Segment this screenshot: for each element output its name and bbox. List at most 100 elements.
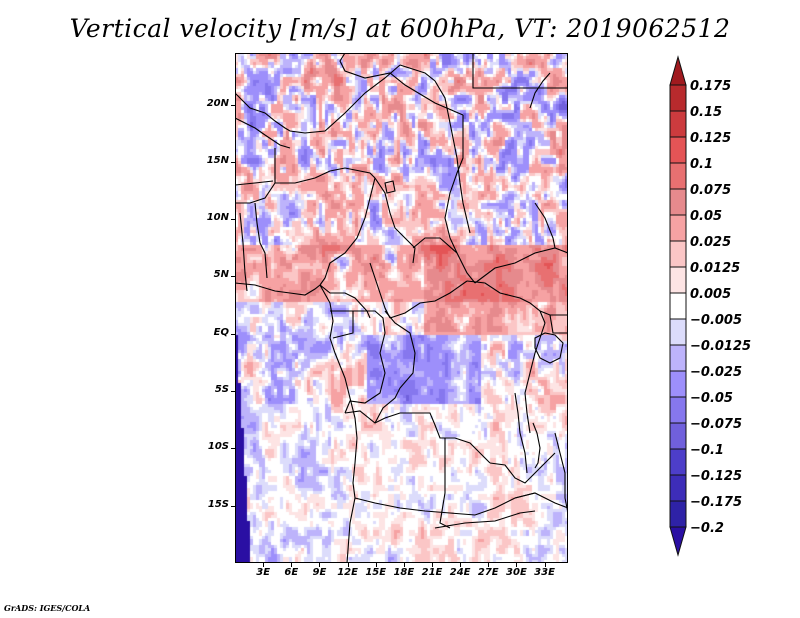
lat-tick-label: 20N [206,97,229,109]
border-cameroon-gabon [319,284,371,319]
lon-tick [291,563,293,567]
colorbar: 0.175 0.15 0.125 0.1 0.075 0.05 0.025 0.0125 0.0… [669,55,751,557]
colorbar-extend-max [669,55,687,86]
lon-tick-label: 15E [365,567,387,578]
colorbar-swatch [669,136,687,164]
lat-tick-label: 10N [206,212,229,224]
border-angola-zambia [439,438,451,529]
colorbar-swatch [669,396,687,424]
border-drc-zambia [489,452,556,484]
colorbar-label: 0.05 [690,209,722,224]
colorbar-swatch [669,344,687,372]
lat-tick [231,505,235,507]
lon-tick-label: 21E [421,567,443,578]
border-car-congo [389,280,468,319]
border-cameroon-car [369,262,391,319]
colorbar-swatch [669,240,687,268]
colorbar-label: −0.0125 [690,339,751,354]
lon-tick-label: 3E [256,567,271,578]
border-ghana-togo [239,212,248,292]
colorbar-swatch [669,214,687,242]
lake-chad [384,180,396,194]
border-niger-nigeria [275,167,376,184]
country-borders [235,53,568,563]
lon-tick-label: 6E [284,567,299,578]
lon-tick [347,563,349,567]
coast-central-west [319,284,358,563]
border-eq-guinea [330,310,354,339]
lon-tick [431,563,433,567]
lon-tick [375,563,377,567]
lon-tick [403,563,405,567]
border-lake-tanganyika [514,392,528,474]
colorbar-extend-min [669,526,687,557]
colorbar-label: −0.125 [690,469,742,484]
lon-tick [516,563,518,567]
lat-tick [231,333,235,335]
colorbar-swatch [669,292,687,320]
map-panel [235,53,568,563]
lon-tick [319,563,321,567]
border-zambia-zim [514,492,568,509]
colorbar-swatch [669,448,687,476]
colorbar-swatch [669,162,687,190]
plot-title: Vertical velocity [m/s] at 600hPa, VT: 2… [69,14,731,43]
lat-tick-label: 10S [207,441,229,453]
lon-tick-label: 24E [449,567,471,578]
lon-tick-label: 18E [393,567,415,578]
lon-tick [263,563,265,567]
border-algeria-niger [235,64,401,134]
lat-tick-label: 15S [207,498,229,510]
colorbar-label: 0.1 [690,157,713,172]
border-chad-sudan [444,115,476,284]
colorbar-label: 0.175 [690,79,731,94]
lon-tick [460,563,462,567]
border-angola-namibia [354,492,536,516]
border-ethiopia [534,202,556,249]
border-burkina [235,180,274,186]
colorbar-label: 0.0125 [690,261,740,276]
lon-tick-label: 27E [477,567,499,578]
border-car-chad [412,237,458,254]
colorbar-swatch [669,266,687,294]
border-uganda [539,310,568,334]
colorbar-swatch [669,318,687,346]
lake-malawi [532,422,541,469]
border-drc-uganda-rwanda [524,322,546,434]
lake-victoria [534,332,564,364]
colorbar-label: −0.025 [690,365,742,380]
colorbar-label: 0.125 [690,131,731,146]
colorbar-swatch [669,422,687,450]
colorbar-label: −0.075 [690,417,742,432]
lat-tick [231,391,235,393]
lat-tick [231,276,235,278]
colorbar-label: −0.005 [690,313,742,328]
border-niger-chad [399,64,471,234]
border-egypt-sudan [472,53,568,89]
border-congo-drc [374,310,416,424]
coast-west-africa [235,282,321,296]
lat-tick-label: 15N [206,154,229,166]
border-libya-niger [235,117,291,149]
border-benin-togo [254,202,268,279]
colorbar-label: 0.025 [690,235,731,250]
colorbar-label: 0.075 [690,183,731,198]
colorbar-swatch [669,188,687,216]
lat-tick-label: 5N [213,269,229,281]
vertical-velocity-field [235,53,568,563]
grads-credit: GrADS: IGES/COLA [4,603,91,613]
border-cameroon-chad [374,177,416,264]
colorbar-label: 0.005 [690,287,731,302]
colorbar-swatch [669,84,687,112]
border-libya-chad [339,53,464,116]
colorbar-swatch [669,474,687,502]
lat-tick [231,219,235,221]
border-namibia-zambia [434,510,536,529]
colorbar-label: −0.2 [690,521,724,536]
border-malawi-moz [554,432,568,514]
lon-tick [544,563,546,567]
colorbar-swatch [669,110,687,138]
colorbar-label: −0.1 [690,443,724,458]
lon-tick-label: 30E [506,567,527,578]
lon-tick-label: 9E [312,567,327,578]
